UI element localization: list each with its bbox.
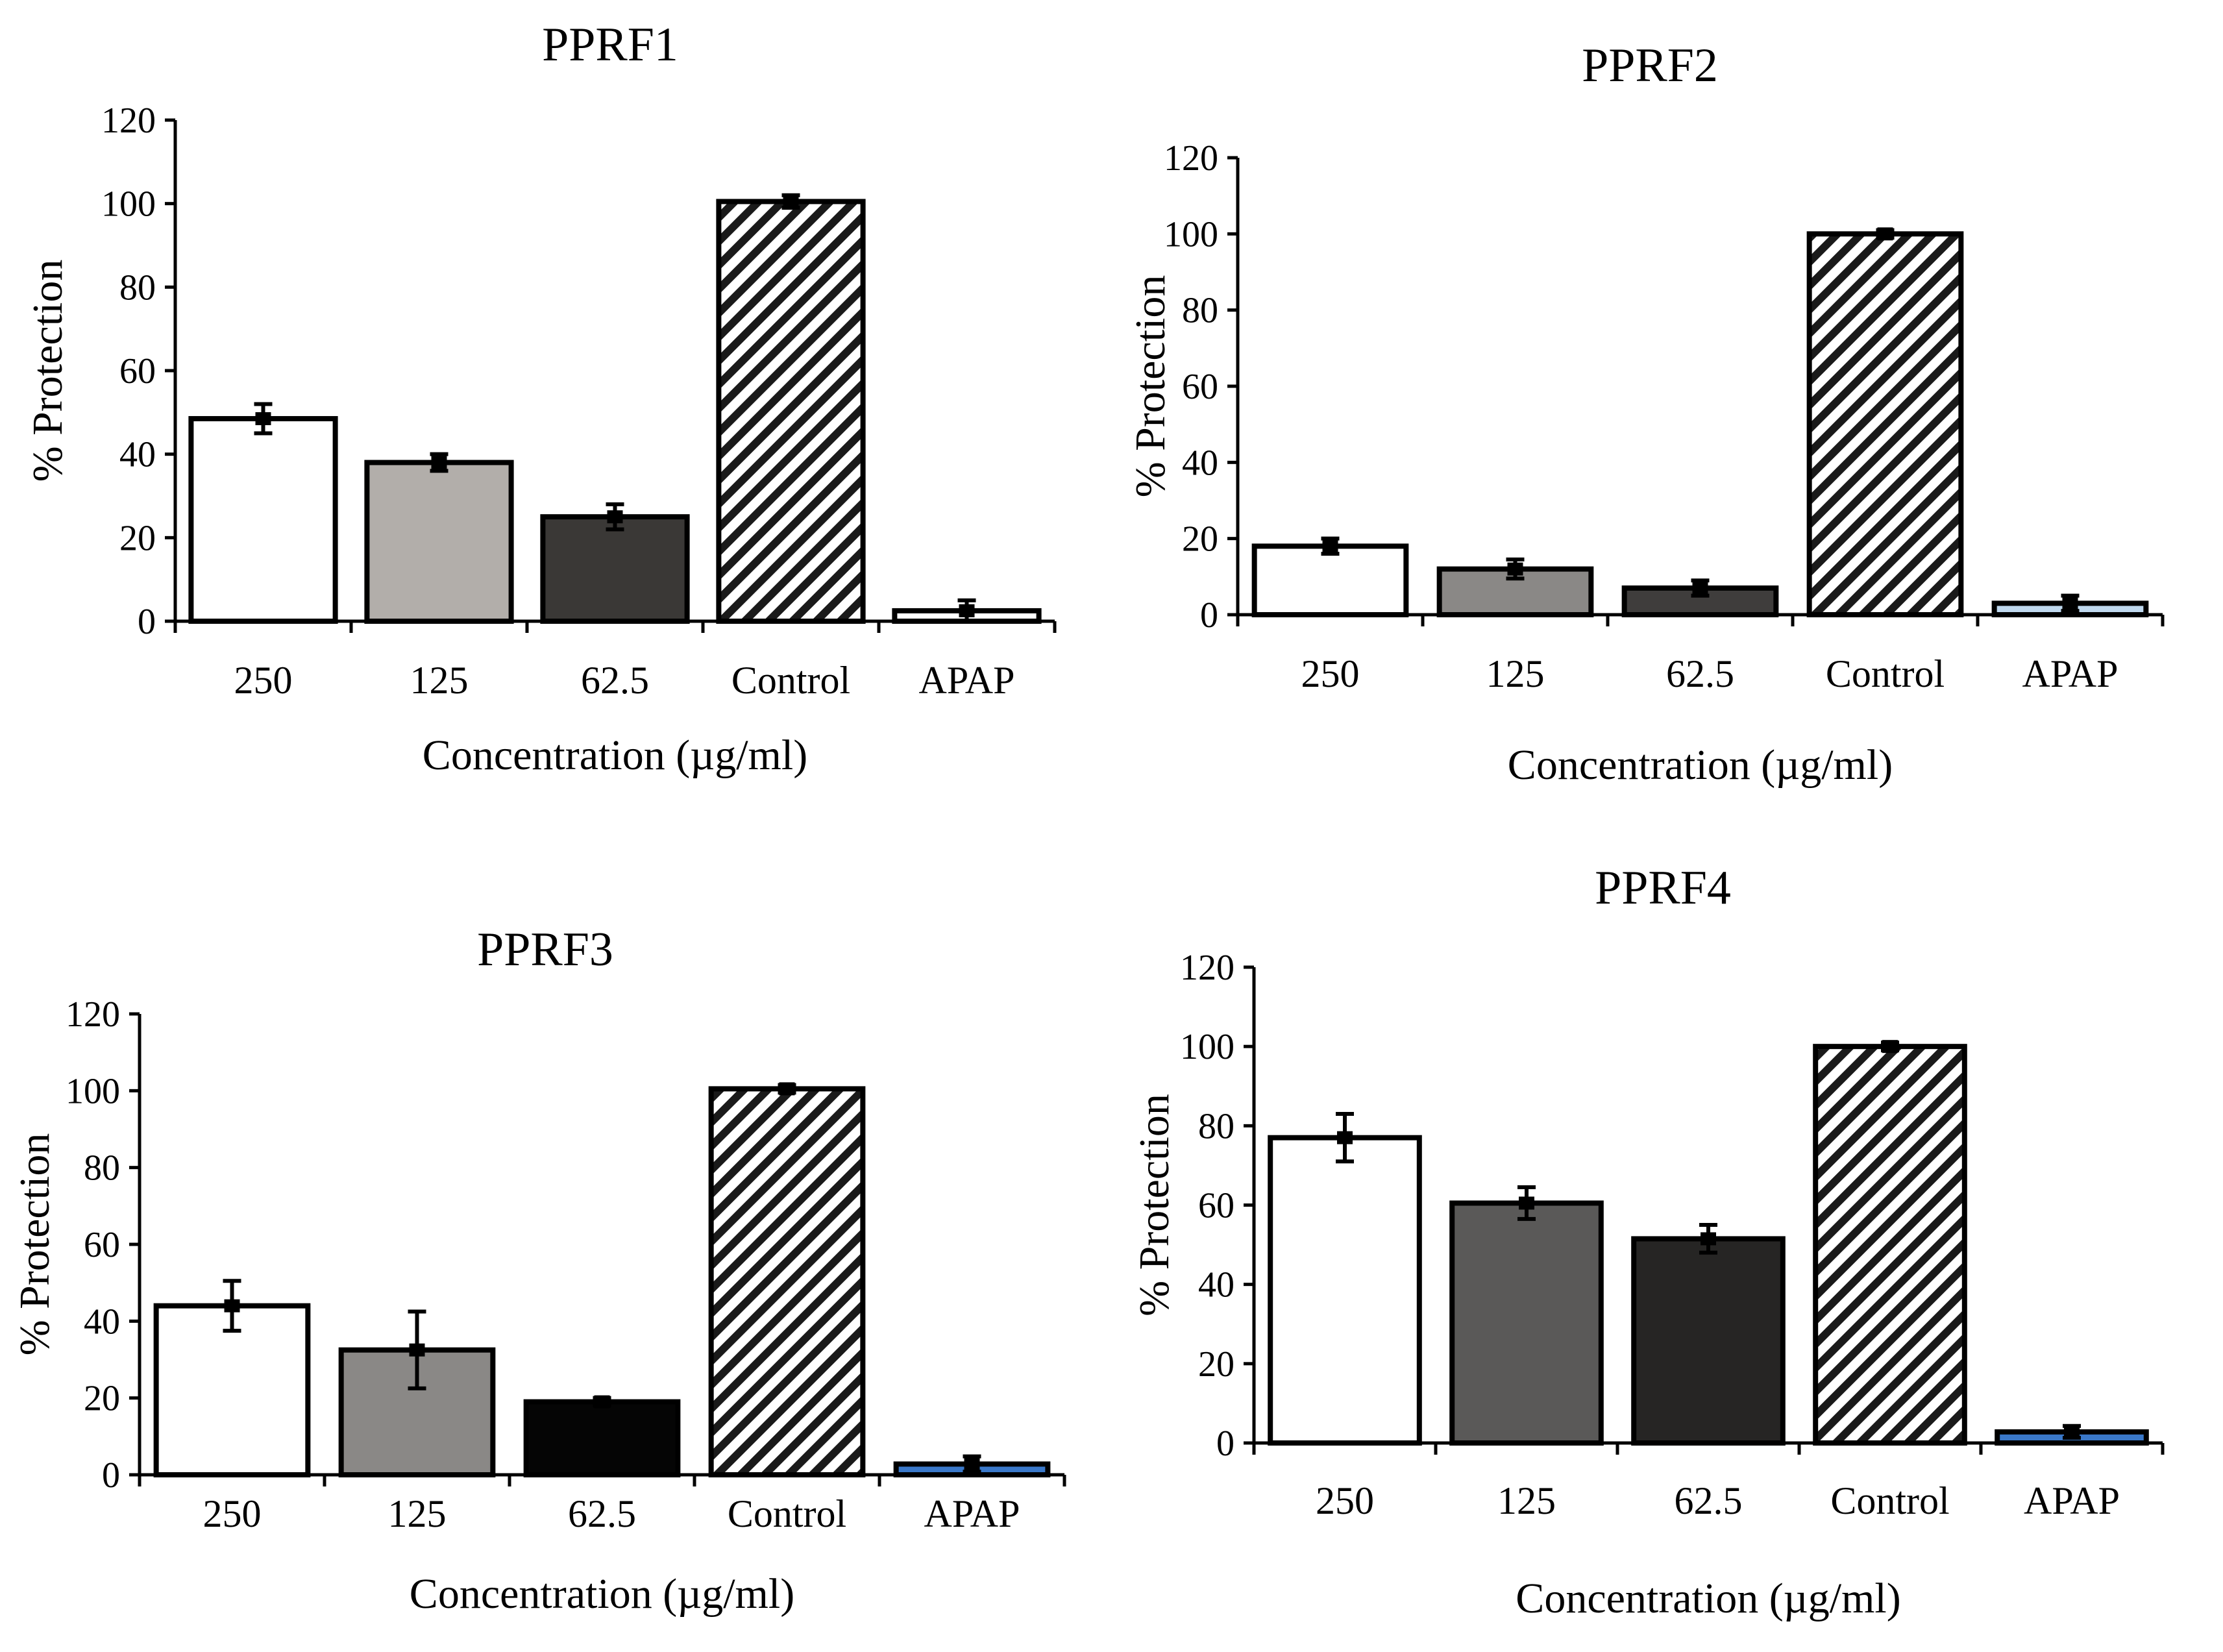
chart-pprf1: PPRF1 0 20 40 60 80 100 120 250 125 62.5 Control APA… — [24, 18, 1057, 779]
y-axis-title: % Protection — [24, 260, 71, 482]
error-bar — [778, 1082, 796, 1096]
bar-250 — [1251, 543, 1409, 618]
y-tick-label: 0 — [138, 602, 156, 642]
y-tick-label: 20 — [1182, 519, 1218, 560]
y-axis-title: % Protection — [1127, 275, 1174, 498]
chart-title: PPRF3 — [477, 923, 613, 976]
x-category-label: 125 — [388, 1492, 447, 1535]
error-bar — [593, 1395, 611, 1409]
bar-control — [708, 1086, 866, 1477]
y-tick-label: 20 — [1198, 1344, 1234, 1385]
error-bar — [957, 598, 976, 623]
chart-title: PPRF1 — [542, 18, 678, 71]
y-tick-label: 0 — [102, 1455, 120, 1496]
error-bar — [1321, 536, 1340, 556]
bar-control — [1813, 1044, 1967, 1446]
error-bar — [781, 193, 800, 210]
y-tick-label: 0 — [1216, 1424, 1234, 1464]
error-bar — [1691, 578, 1710, 598]
x-category-label: 62.5 — [568, 1492, 636, 1535]
bar-250 — [153, 1303, 311, 1478]
x-axis-title: Concentration (µg/ml) — [410, 1570, 794, 1618]
chart-pprf4: PPRF4 0 20 40 60 80 100 120 250 125 62.5 Control APA… — [1131, 861, 2165, 1622]
y-tick-label: 60 — [119, 351, 156, 391]
error-bar — [1336, 1112, 1354, 1164]
y-tick-label: 120 — [101, 101, 156, 141]
y-tick-label: 60 — [84, 1225, 120, 1265]
chart-title: PPRF2 — [1582, 39, 1718, 92]
error-bar — [408, 1309, 426, 1390]
error-bar — [2063, 1424, 2081, 1440]
error-bar — [1699, 1223, 1717, 1255]
error-bar — [430, 452, 448, 473]
x-category-label: 62.5 — [581, 659, 649, 702]
x-category-label: APAP — [2024, 1479, 2120, 1522]
x-category-label: 125 — [410, 659, 469, 702]
y-axis-title: % Protection — [1131, 1094, 1178, 1316]
y-tick-label: 0 — [1200, 595, 1218, 635]
error-bar — [2061, 593, 2080, 613]
x-axis-title: Concentration (µg/ml) — [1508, 741, 1893, 789]
y-tick-label: 80 — [1198, 1106, 1234, 1146]
bar-250 — [188, 415, 338, 624]
y-tick-label: 20 — [84, 1379, 120, 1419]
error-bar — [1881, 1040, 1899, 1054]
error-bar — [1876, 227, 1895, 241]
y-tick-label: 60 — [1182, 367, 1218, 407]
chart-title: PPRF4 — [1595, 861, 1731, 915]
y-tick-label: 40 — [119, 435, 156, 475]
y-tick-label: 80 — [119, 267, 156, 308]
error-bar — [963, 1454, 981, 1474]
bar-62-5 — [1631, 1236, 1786, 1446]
y-tick-label: 100 — [1180, 1027, 1234, 1067]
chart-pprf3: PPRF3 0 20 40 60 80 100 120 250 125 62.5 Control APA… — [11, 923, 1066, 1618]
x-category-label: 62.5 — [1666, 652, 1734, 695]
bar-250 — [1268, 1135, 1422, 1446]
bar-125 — [1449, 1200, 1604, 1446]
x-category-label: APAP — [924, 1492, 1020, 1535]
y-tick-label: 80 — [84, 1148, 120, 1189]
y-tick-label: 80 — [1182, 291, 1218, 331]
y-tick-label: 40 — [1182, 443, 1218, 483]
bar-62-5 — [523, 1399, 681, 1477]
x-category-label: 62.5 — [1675, 1479, 1743, 1522]
bar-125 — [364, 460, 514, 624]
x-axis-title: Concentration (µg/ml) — [1516, 1575, 1900, 1622]
y-tick-label: 100 — [1164, 214, 1218, 254]
y-tick-label: 40 — [1198, 1265, 1234, 1305]
x-category-label: 250 — [203, 1492, 262, 1535]
x-axis-title: Concentration (µg/ml) — [423, 732, 807, 779]
y-tick-label: 100 — [66, 1071, 120, 1111]
bar-control — [716, 199, 866, 624]
error-bar — [223, 1279, 241, 1333]
y-tick-label: 120 — [66, 994, 120, 1035]
x-category-label: 125 — [1486, 652, 1545, 695]
y-tick-label: 40 — [84, 1301, 120, 1342]
y-tick-label: 20 — [119, 518, 156, 558]
chart-pprf2: PPRF2 0 20 40 60 80 100 120 250 125 62.5 Control APA… — [1127, 39, 2165, 789]
y-tick-label: 120 — [1180, 948, 1234, 988]
y-axis-title: % Protection — [11, 1133, 58, 1356]
error-bar — [1517, 1185, 1536, 1221]
x-category-label: 250 — [234, 659, 293, 702]
x-category-label: Control — [1826, 652, 1945, 695]
x-category-label: 250 — [1316, 1479, 1374, 1522]
y-tick-label: 100 — [101, 184, 156, 225]
x-category-label: 125 — [1497, 1479, 1556, 1522]
x-category-label: 250 — [1301, 652, 1360, 695]
x-category-label: APAP — [2022, 652, 2119, 695]
error-bar — [606, 502, 624, 532]
bar-62-5 — [540, 514, 690, 624]
bar-control — [1806, 231, 1964, 618]
y-tick-label: 120 — [1164, 138, 1218, 179]
error-bar — [254, 402, 273, 436]
x-category-label: Control — [728, 1492, 846, 1535]
x-category-label: APAP — [919, 659, 1015, 702]
x-category-label: Control — [731, 659, 850, 702]
x-category-label: Control — [1830, 1479, 1949, 1522]
error-bar — [1506, 557, 1525, 581]
y-tick-label: 60 — [1198, 1186, 1234, 1226]
